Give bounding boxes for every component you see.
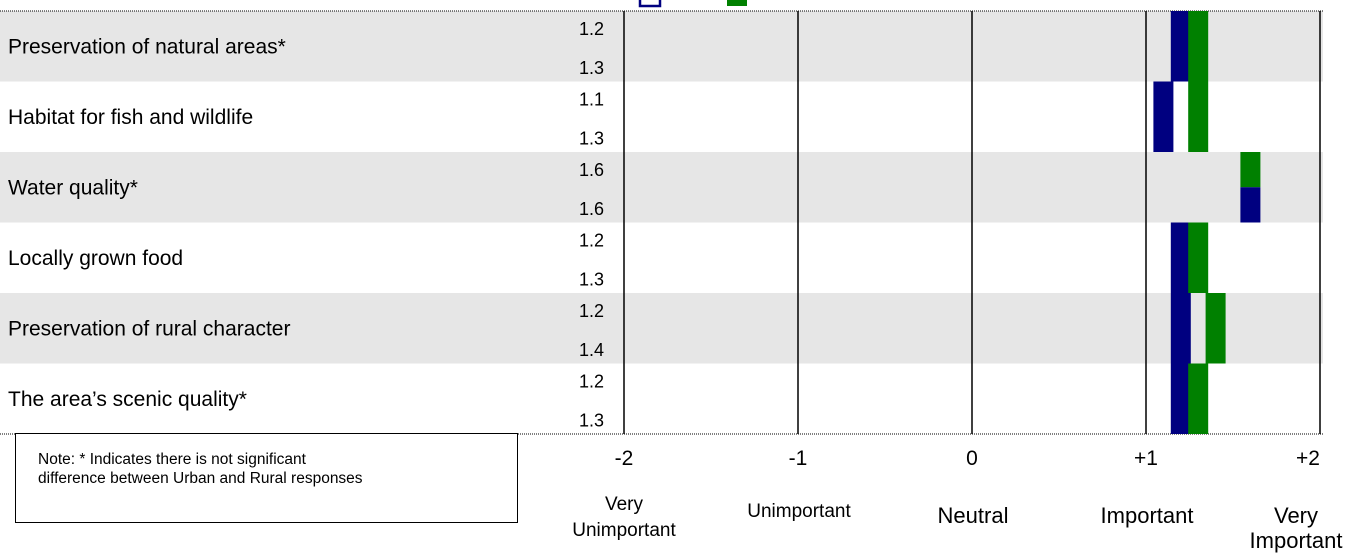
- row-band: [0, 152, 1323, 223]
- note-line-1: Note: * Indicates there is not significa…: [38, 451, 306, 468]
- note-line-2: difference between Urban and Rural respo…: [38, 470, 363, 487]
- row-band: [0, 363, 1323, 434]
- note-box: Note: * Indicates there is not significa…: [15, 433, 518, 523]
- category-label: Habitat for fish and wildlife: [8, 106, 253, 129]
- category-label: Preservation of rural character: [8, 317, 290, 340]
- row-bands: [0, 11, 1323, 434]
- legend-swatch-2: [727, 0, 747, 6]
- value-label: 1.6: [579, 199, 604, 219]
- category-labels: Preservation of natural areas* Habitat fo…: [8, 35, 290, 411]
- row-band: [0, 81, 1323, 152]
- scale-labels: Very Unimportant Unimportant Neutral Importa…: [572, 494, 1342, 553]
- x-tick-label: 0: [966, 447, 978, 470]
- value-label: 1.6: [579, 160, 604, 180]
- bar: [1170, 293, 1191, 364]
- value-label: 1.3: [579, 58, 604, 78]
- scale-label: Unimportant: [747, 501, 851, 522]
- scale-label: Very: [605, 494, 644, 515]
- bar: [1240, 152, 1261, 188]
- bar: [1153, 81, 1174, 152]
- x-tick-labels: -2 -1 0 +1 +2: [615, 447, 1320, 470]
- bar: [1188, 222, 1209, 293]
- value-label: 1.2: [579, 19, 604, 39]
- value-label: 1.2: [579, 231, 604, 251]
- x-tick-label: +2: [1296, 447, 1320, 470]
- legend-swatch-1: [638, 0, 662, 8]
- row-band: [0, 293, 1323, 364]
- value-label: 1.2: [579, 372, 604, 392]
- x-tick-label: -2: [615, 447, 634, 470]
- scale-label: Important: [1250, 528, 1343, 553]
- row-band: [0, 11, 1323, 82]
- bar: [1170, 222, 1191, 293]
- gridlines: [623, 11, 1321, 434]
- x-tick-label: -1: [789, 447, 808, 470]
- bar: [1170, 363, 1191, 434]
- value-label: 1.3: [579, 270, 604, 290]
- value-label: 1.1: [579, 90, 604, 110]
- bar: [1188, 363, 1209, 434]
- scale-label: Very: [1274, 503, 1318, 528]
- bar: [1205, 293, 1226, 364]
- bar: [1240, 187, 1261, 223]
- note-text: Note: * Indicates there is not significa…: [38, 450, 508, 488]
- bar: [1188, 11, 1209, 82]
- bar: [1188, 81, 1209, 152]
- value-label: 1.2: [579, 301, 604, 321]
- row-band: [0, 222, 1323, 293]
- x-tick-label: +1: [1134, 447, 1158, 470]
- value-label: 1.3: [579, 411, 604, 431]
- category-label: The area’s scenic quality*: [8, 388, 247, 411]
- value-label: 1.3: [579, 129, 604, 149]
- category-label: Water quality*: [8, 176, 138, 199]
- scale-label: Neutral: [938, 503, 1009, 528]
- scale-label: Unimportant: [572, 520, 676, 541]
- scale-label: Important: [1101, 503, 1194, 528]
- value-label: 1.4: [579, 340, 604, 360]
- legend: [638, 0, 747, 8]
- category-label: Locally grown food: [8, 247, 183, 270]
- bar: [1170, 11, 1191, 82]
- value-labels: 1.2 1.3 1.1 1.3 1.6 1.6 1.2 1.3 1.2 1.4 1.2 1.3: [579, 19, 604, 431]
- bars: [1153, 11, 1261, 434]
- category-label: Preservation of natural areas*: [8, 35, 286, 58]
